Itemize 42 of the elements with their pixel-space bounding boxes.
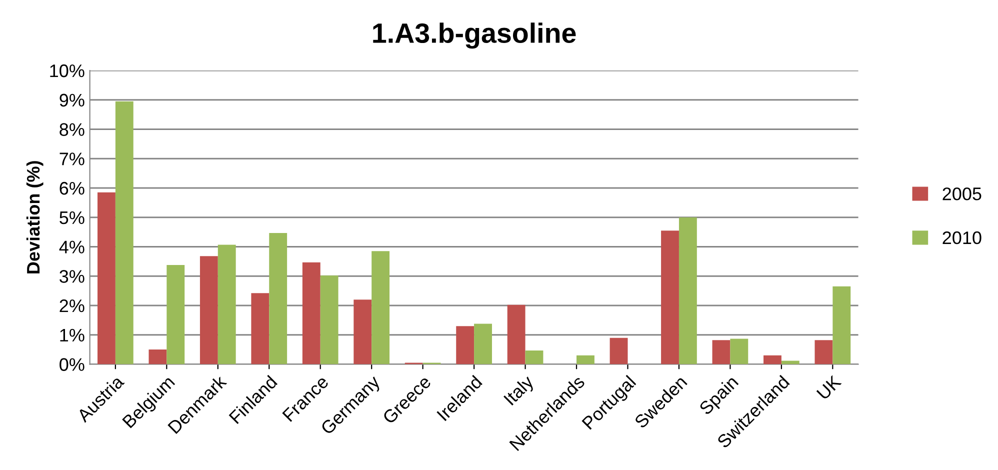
bar xyxy=(507,304,526,364)
legend-label: 2010 xyxy=(942,231,982,244)
y-tick-label: 9% xyxy=(60,94,84,107)
y-tick-label: 7% xyxy=(60,152,84,166)
bar xyxy=(320,276,338,364)
bar xyxy=(678,217,697,364)
bar xyxy=(200,256,218,364)
bar xyxy=(354,300,372,364)
y-tick-label: 0% xyxy=(60,358,84,371)
y-axis-title: Deviation (%) xyxy=(26,161,44,274)
y-tick-label: 5% xyxy=(60,211,84,224)
y-tick-label: 4% xyxy=(59,240,84,254)
y-tick-label: 1% xyxy=(60,328,84,342)
bar xyxy=(218,244,236,364)
bar xyxy=(661,230,679,364)
bar xyxy=(456,326,474,364)
bar xyxy=(832,286,851,364)
bar xyxy=(474,324,492,364)
bar xyxy=(98,192,116,364)
y-tick-label: 8% xyxy=(60,123,84,136)
bar xyxy=(251,293,270,364)
bar xyxy=(372,251,390,364)
bar xyxy=(730,338,748,364)
y-tick-label: 10% xyxy=(50,64,84,78)
legend-label: 2005 xyxy=(942,187,982,200)
chart-title: 1.A3.b-gasoline xyxy=(373,22,576,49)
bar xyxy=(115,101,134,364)
bar xyxy=(525,350,544,364)
bar xyxy=(148,350,167,364)
bar xyxy=(781,360,800,364)
bar xyxy=(814,340,833,364)
y-tick-label: 3% xyxy=(60,270,84,283)
y-tick-label: 2% xyxy=(60,299,84,312)
x-tick-label: UK xyxy=(816,374,842,400)
bar xyxy=(610,338,628,364)
bar xyxy=(302,262,320,364)
bar xyxy=(712,340,730,364)
bar xyxy=(166,264,185,364)
y-tick-label: 6% xyxy=(60,182,84,195)
bar xyxy=(269,232,288,364)
bar xyxy=(576,355,594,364)
bar xyxy=(764,355,782,364)
